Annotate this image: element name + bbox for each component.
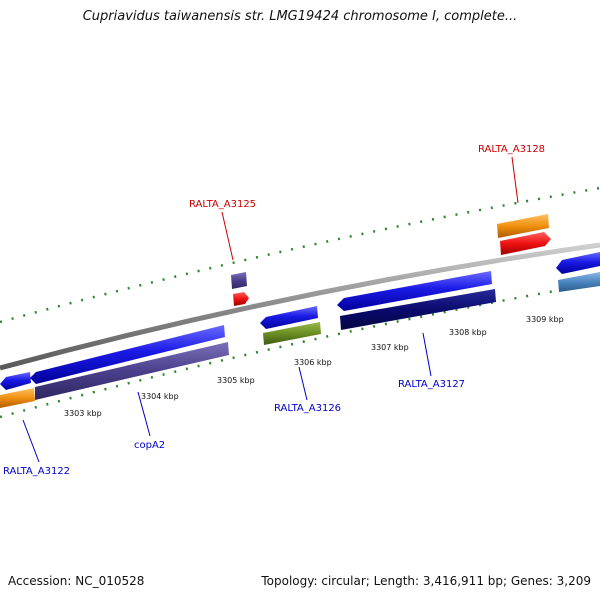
leader-ralta-a3127 [422,332,432,377]
gene-feature-ralta-a3128-orange [497,214,549,238]
tick-label: 3307 kbp [371,343,409,352]
inner-tick-track [0,281,600,419]
map-title: Cupriavidus taiwanensis str. LMG19424 ch… [82,9,518,24]
accession-text: Accession: NC_010528 [8,574,145,588]
gene-feature-ralta-a3126-blue [260,306,318,329]
gene-feature-left-blue [0,372,31,390]
gene-label-ralta-a3122[interactable]: RALTA_A3122 [3,466,70,477]
gene-feature-ralta-a3127-blue [337,271,492,311]
gene-feature-red-small [233,292,249,306]
topology-text: Topology: circular; Length: 3,416,911 bp… [261,574,591,588]
gene-label-ralta-a3128[interactable]: RALTA_A3128 [478,144,545,155]
tick-label: 3308 kbp [449,328,487,337]
leader-copa2 [137,391,151,437]
gene-label-copa2[interactable]: copA2 [134,440,165,451]
gene-feature-ralta-a3128-red [500,232,551,255]
gene-feature-right-blue [556,252,600,274]
leader-ralta-a3125 [221,211,234,261]
gene-feature-right-steel [558,272,600,292]
outer-tick-track [0,186,600,324]
tick-label: 3304 kbp [141,392,179,401]
tick-label: 3306 kbp [294,358,332,367]
gene-feature-copa2-blue [30,325,225,384]
tick-label: 3303 kbp [64,409,102,418]
gene-feature-copa2-purple [35,342,229,400]
gene-label-ralta-a3127[interactable]: RALTA_A3127 [398,379,465,390]
chromosome-backbone [0,242,600,371]
gene-feature-ralta-a3125-small [231,272,247,289]
leader-ralta-a3122 [22,419,40,463]
gene-feature-ralta-a3127-navy [340,289,496,330]
gene-feature-ralta-a3126-green [263,322,321,345]
gene-feature-ralta-a3122-orange [0,388,35,408]
gene-label-ralta-a3126[interactable]: RALTA_A3126 [274,403,341,414]
tick-label: 3305 kbp [217,376,255,385]
leader-ralta-a3128 [511,156,519,204]
tick-label: 3309 kbp [526,315,564,324]
leader-ralta-a3126 [298,366,308,401]
gene-label-ralta-a3125[interactable]: RALTA_A3125 [189,199,256,210]
